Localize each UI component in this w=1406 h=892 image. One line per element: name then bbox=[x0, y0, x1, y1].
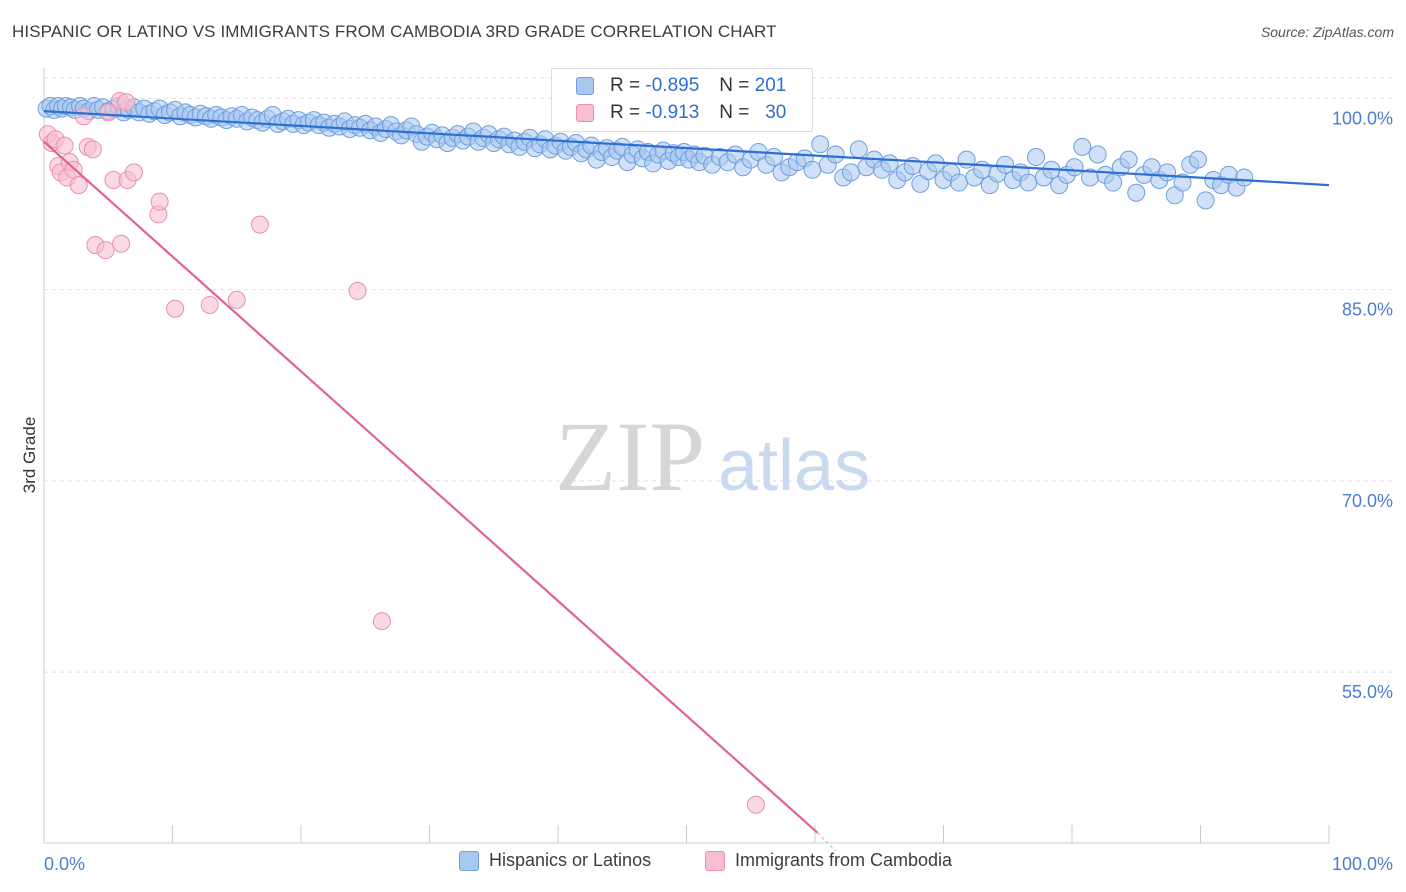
watermark-atlas: atlas bbox=[718, 426, 870, 506]
data-point-cambodia bbox=[348, 281, 367, 300]
data-point-hispanics bbox=[1027, 148, 1046, 167]
data-point-cambodia bbox=[227, 290, 246, 309]
data-point-hispanics bbox=[826, 145, 845, 164]
data-point-cambodia bbox=[55, 136, 74, 155]
y-tick-label: 70.0% bbox=[1342, 491, 1393, 511]
legend-item-hispanics: Hispanics or Latinos bbox=[459, 850, 651, 871]
data-point-cambodia bbox=[96, 241, 115, 260]
data-point-hispanics bbox=[1073, 137, 1092, 156]
data-point-hispanics bbox=[880, 154, 899, 173]
data-point-hispanics bbox=[1088, 145, 1107, 164]
watermark-zip: ZIP bbox=[555, 401, 705, 512]
trend-lines bbox=[43, 110, 1330, 852]
legend-swatch-pink bbox=[576, 104, 594, 122]
data-point-hispanics bbox=[811, 135, 830, 154]
data-point-hispanics bbox=[849, 140, 868, 159]
series-hispanics-points bbox=[37, 97, 1254, 210]
y-tick-label: 55.0% bbox=[1342, 682, 1393, 702]
legend-row-cambodia: R = -0.913 N = 30 bbox=[576, 102, 786, 124]
trend-extension-cambodia bbox=[817, 832, 837, 852]
data-point-hispanics bbox=[841, 163, 860, 182]
legend-n-label: N = bbox=[719, 102, 750, 123]
legend-r-label: R = bbox=[610, 102, 641, 123]
data-point-hispanics bbox=[1119, 150, 1138, 169]
data-point-cambodia bbox=[117, 93, 136, 112]
data-point-cambodia bbox=[372, 612, 391, 631]
legend-r-value: -0.913 bbox=[645, 102, 700, 123]
legend-n-value: 201 bbox=[754, 75, 787, 96]
data-point-hispanics bbox=[1173, 173, 1192, 192]
series-cambodia-points bbox=[38, 91, 765, 814]
chart-title: HISPANIC OR LATINO VS IMMIGRANTS FROM CA… bbox=[12, 22, 777, 41]
data-point-cambodia bbox=[124, 163, 143, 182]
data-point-hispanics bbox=[1019, 173, 1038, 192]
trend-line-hispanics bbox=[43, 110, 1330, 187]
data-point-hispanics bbox=[1104, 173, 1123, 192]
legend-item-cambodia: Immigrants from Cambodia bbox=[705, 850, 952, 871]
data-point-hispanics bbox=[1196, 191, 1215, 210]
data-point-cambodia bbox=[166, 299, 185, 318]
data-point-cambodia bbox=[99, 103, 118, 122]
legend-r-value: -0.895 bbox=[645, 75, 700, 96]
data-point-cambodia bbox=[74, 107, 93, 126]
trend-line-cambodia bbox=[43, 140, 819, 834]
data-point-hispanics bbox=[1188, 150, 1207, 169]
data-point-hispanics bbox=[764, 148, 783, 167]
data-point-cambodia bbox=[112, 234, 131, 253]
data-point-hispanics bbox=[803, 160, 822, 179]
axes bbox=[43, 68, 1330, 844]
source-label: Source: ZipAtlas.com bbox=[1260, 24, 1394, 40]
data-point-cambodia bbox=[150, 192, 169, 211]
legend-swatch-blue bbox=[576, 77, 594, 95]
y-axis-label: 3rd Grade bbox=[20, 417, 39, 494]
legend-n-label: N = bbox=[719, 75, 750, 96]
legend-swatch-pink bbox=[705, 850, 725, 871]
legend-label-cambodia: Immigrants from Cambodia bbox=[735, 850, 953, 870]
stats-legend: R = -0.895 N = 201 R = -0.913 N = 30 bbox=[551, 68, 813, 132]
legend-n-value: 30 bbox=[765, 102, 787, 123]
y-tick-labels: 100.0% 85.0% 70.0% 55.0% bbox=[1332, 108, 1393, 702]
data-point-hispanics bbox=[1235, 168, 1254, 187]
data-point-cambodia bbox=[746, 795, 765, 814]
bottom-legend: Hispanics or Latinos Immigrants from Cam… bbox=[0, 850, 1406, 880]
watermark: ZIP atlas bbox=[555, 401, 870, 512]
x-tick-label: 0.0% bbox=[44, 854, 85, 874]
legend-swatch-blue bbox=[459, 850, 479, 871]
data-point-hispanics bbox=[1065, 158, 1084, 177]
legend-row-hispanics: R = -0.895 N = 201 bbox=[576, 75, 786, 97]
data-point-hispanics bbox=[949, 173, 968, 192]
data-point-hispanics bbox=[996, 155, 1015, 174]
data-point-cambodia bbox=[250, 215, 269, 234]
y-tick-label: 85.0% bbox=[1342, 300, 1393, 320]
data-point-cambodia bbox=[200, 295, 219, 314]
data-point-cambodia bbox=[83, 140, 102, 159]
data-point-cambodia bbox=[69, 176, 88, 195]
legend-label-hispanics: Hispanics or Latinos bbox=[489, 850, 652, 870]
legend-r-label: R = bbox=[610, 75, 641, 96]
data-point-hispanics bbox=[1158, 163, 1177, 182]
y-tick-label: 100.0% bbox=[1332, 108, 1393, 128]
x-tick-labels: 0.0% 100.0% bbox=[44, 854, 1393, 874]
x-tick-label: 100.0% bbox=[1332, 854, 1393, 874]
data-point-hispanics bbox=[1127, 183, 1146, 202]
